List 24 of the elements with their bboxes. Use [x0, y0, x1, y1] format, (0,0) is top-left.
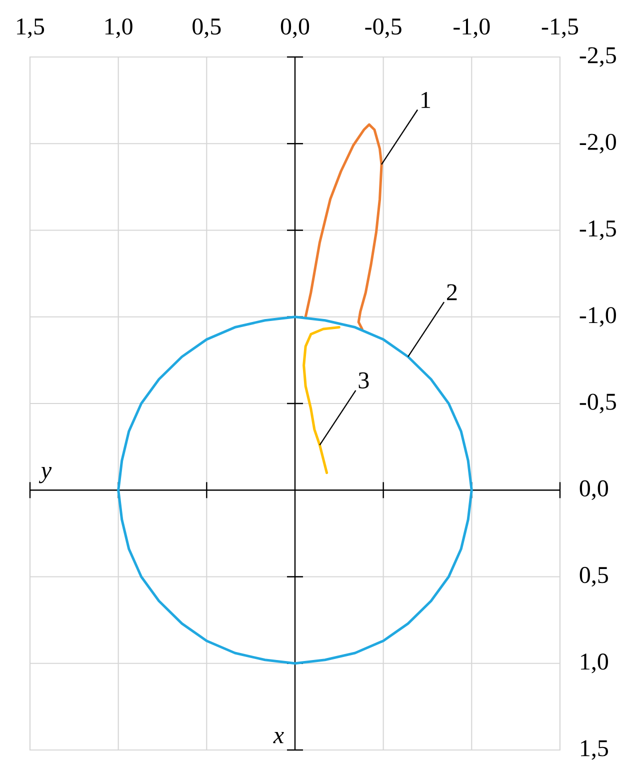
y-tick-label: -2,0 — [580, 134, 616, 154]
x-tick-label: -1,5 — [542, 18, 578, 38]
annotation: 3 — [358, 372, 369, 388]
line-series — [302, 326, 340, 474]
y-tick-label: 1,0 — [581, 654, 608, 674]
y-tick-label: -0,5 — [580, 394, 616, 414]
x-tick-label: -0,5 — [365, 18, 402, 38]
y-tick-label: -2,5 — [580, 47, 616, 67]
y-tick-label: -1,0 — [580, 307, 616, 327]
y-axis-title: x — [273, 732, 284, 744]
x-tick-label: -1,0 — [454, 18, 490, 38]
annotation: 2 — [447, 284, 457, 300]
y-tick-label: 0,0 — [580, 480, 608, 500]
y-tick-label: -1,5 — [580, 220, 616, 240]
y-tick-label: 1,5 — [581, 740, 608, 760]
annotation: 1 — [422, 92, 430, 108]
line-series — [304, 123, 383, 330]
x-axis-title: y — [38, 467, 52, 484]
y-tick-label: 0,5 — [580, 566, 608, 587]
line-series — [117, 316, 473, 665]
x-tick-label: 1,5 — [17, 18, 44, 38]
x-tick-label: 0,5 — [192, 18, 221, 38]
x-tick-label: 1,0 — [105, 18, 132, 38]
x-tick-label: 0,0 — [280, 18, 310, 38]
